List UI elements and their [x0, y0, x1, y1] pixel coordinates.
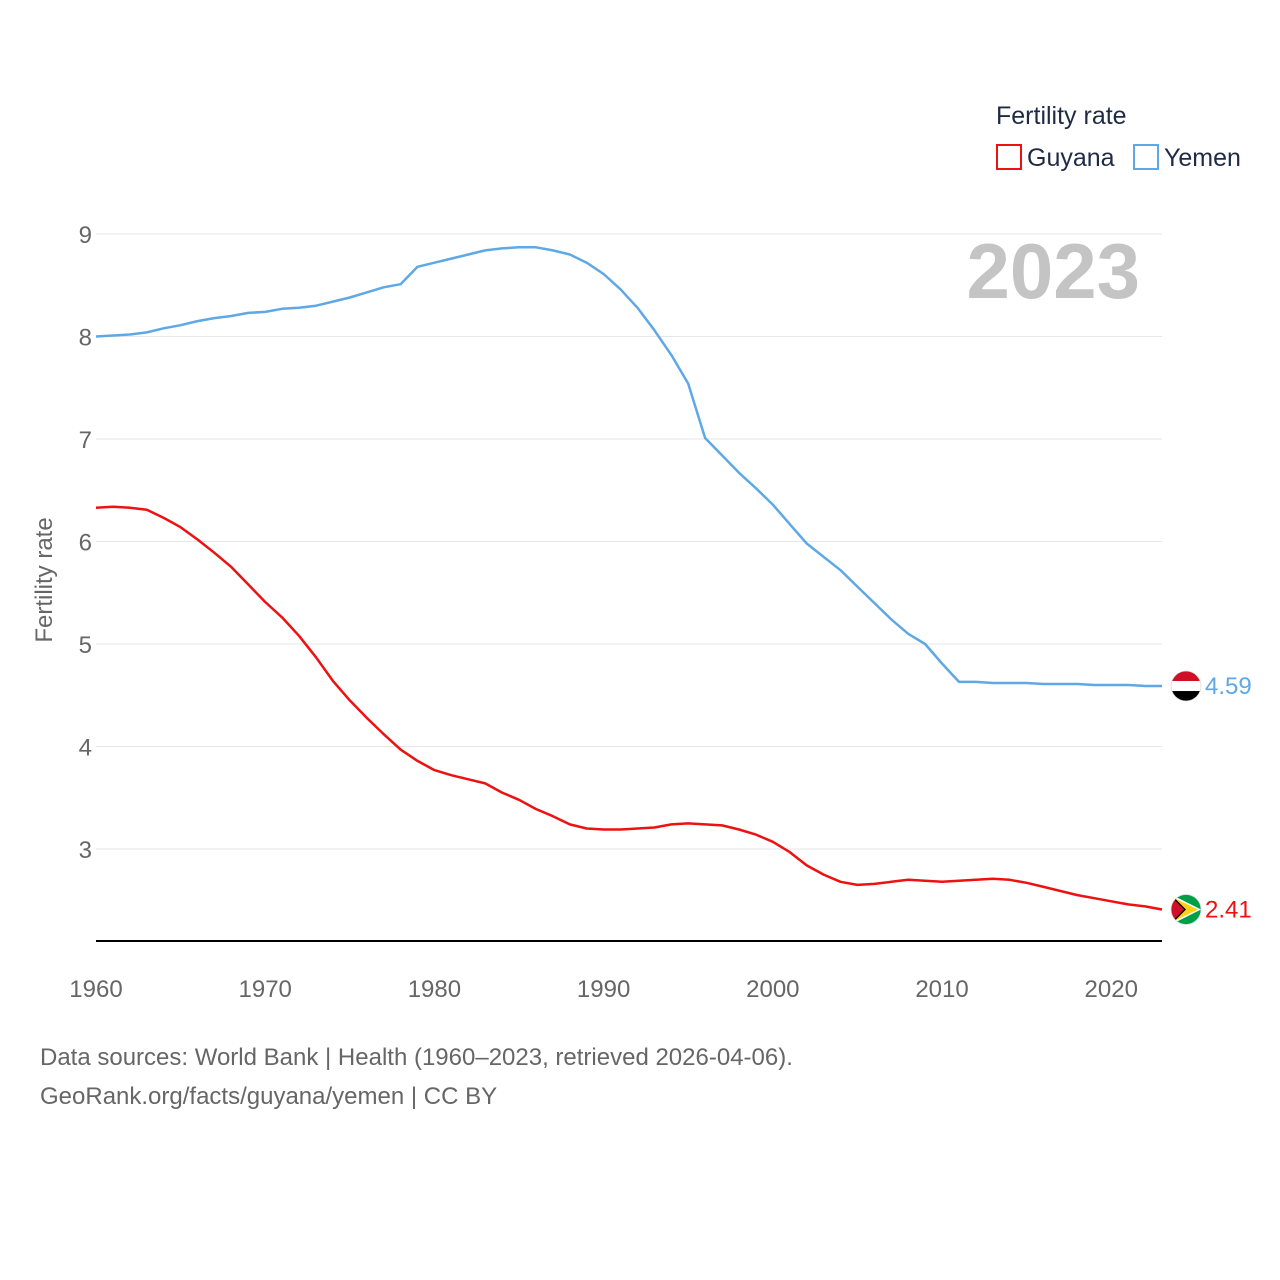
guyana-flag-icon — [1170, 894, 1202, 925]
x-tick-label-1970: 1970 — [239, 976, 292, 1003]
legend-swatch-yemen — [1133, 144, 1159, 170]
y-tick-label-9: 9 — [79, 222, 92, 249]
yemen-flag-icon — [1170, 670, 1202, 702]
x-axis: 1960 1970 1980 1990 2000 2010 2020 — [69, 976, 1138, 1003]
y-axis: 3 4 5 6 7 8 9 — [79, 222, 92, 864]
x-tick-label-1980: 1980 — [408, 976, 461, 1003]
legend-item-guyana[interactable]: Guyana — [996, 144, 1115, 172]
y-tick-label-3: 3 — [79, 837, 92, 864]
y-tick-label-8: 8 — [79, 325, 92, 352]
y-tick-label-6: 6 — [79, 530, 92, 557]
legend-swatch-guyana — [996, 144, 1022, 170]
y-tick-label-4: 4 — [79, 735, 92, 762]
series-line-yemen[interactable] — [95, 246, 1162, 688]
legend: Fertility rate Guyana Yemen — [996, 102, 1241, 172]
gridlines — [96, 233, 1162, 850]
year-label: 2023 — [966, 227, 1140, 315]
x-tick-label-1960: 1960 — [69, 976, 122, 1003]
series-end-markers: 2.41 4.59 — [1170, 670, 1252, 925]
x-tick-label-2000: 2000 — [746, 976, 799, 1003]
attribution-link[interactable]: GeoRank.org/facts/guyana/yemen | CC BY — [40, 1083, 498, 1110]
x-tick-label-1990: 1990 — [577, 976, 630, 1003]
data-sources-note: Data sources: World Bank | Health (1960–… — [40, 1044, 793, 1071]
legend-title: Fertility rate — [996, 102, 1127, 130]
end-value-label-yemen: 4.59 — [1205, 673, 1252, 700]
end-value-label-guyana: 2.41 — [1205, 896, 1252, 923]
legend-label-guyana: Guyana — [1027, 144, 1115, 172]
x-tick-label-2020: 2020 — [1085, 976, 1138, 1003]
y-tick-label-5: 5 — [79, 632, 92, 659]
series-lines — [95, 246, 1163, 911]
series-line-guyana[interactable] — [95, 505, 1163, 911]
legend-label-yemen: Yemen — [1164, 144, 1241, 172]
y-axis-title: Fertility rate — [31, 517, 58, 642]
x-tick-label-2010: 2010 — [915, 976, 968, 1003]
legend-item-yemen[interactable]: Yemen — [1133, 144, 1241, 172]
y-tick-label-7: 7 — [79, 427, 92, 454]
